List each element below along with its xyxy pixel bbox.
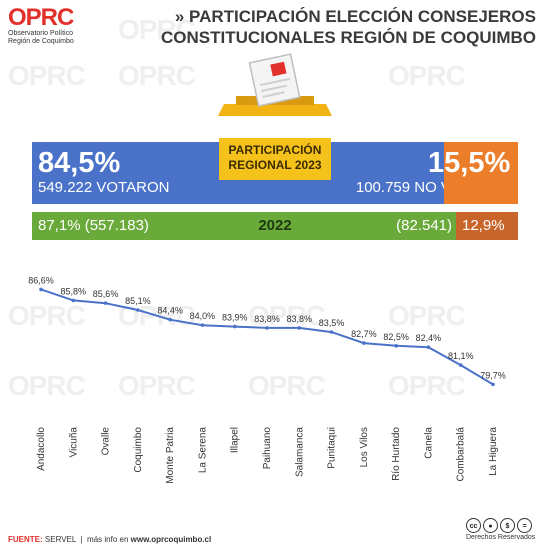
page-title-line1: » PARTICIPACIÓN ELECCIÓN CONSEJEROS — [174, 7, 536, 26]
category-label: Coquimbo — [133, 427, 144, 473]
data-point — [232, 324, 237, 329]
prev-not-voted-bar: 12,9% — [456, 212, 518, 240]
ballot-box-icon — [218, 53, 332, 116]
voted-percent: 84,5% — [38, 147, 121, 179]
cc-icon: cc — [466, 518, 481, 533]
summary-2022: 87,1% (557.183) (82.541) 12,9% 2022 — [32, 212, 518, 240]
category-label: Salamanca — [294, 427, 305, 477]
category-label: Monte Patria — [165, 427, 176, 484]
data-label: 82,7% — [351, 329, 377, 339]
prev-not-voted-percent: 12,9% — [462, 217, 505, 234]
category-label: La Higuera — [488, 427, 499, 476]
data-label: 85,6% — [93, 289, 119, 299]
logo-subtitle-line2: Región de Coquimbo — [8, 38, 74, 45]
category-label: Punitaqui — [327, 427, 338, 469]
not-voted-percent: 15,5% — [428, 147, 511, 179]
watermark: OPRC — [388, 60, 466, 91]
logo: OPRC Observatorio Político Región de Coq… — [8, 6, 118, 50]
data-label: 85,1% — [125, 296, 151, 306]
prev-voted-bar: 87,1% (557.183) (82.541) — [32, 212, 456, 240]
category-label: Illapel — [230, 427, 241, 453]
category-label: Vicuña — [68, 427, 79, 458]
footer: FUENTE: SERVEL | más info en www.oprcoqu… — [0, 530, 550, 550]
data-point — [39, 287, 43, 292]
data-point — [71, 298, 76, 303]
data-label: 86,6% — [28, 275, 54, 285]
prev-year-label: 2022 — [258, 217, 292, 234]
data-point — [329, 330, 334, 334]
license-badge: cc ● $ = Derechos Reservados — [466, 518, 538, 546]
logo-mark: OPRC — [8, 4, 74, 31]
footer-separator: | — [80, 535, 83, 544]
category-label: Los Vilos — [359, 427, 370, 467]
watermark: OPRC — [8, 60, 86, 91]
prev-not-voted-count: (82.541) — [396, 217, 452, 234]
data-label: 84,4% — [157, 306, 183, 316]
data-label: 82,5% — [383, 332, 409, 342]
category-label: Ovalle — [101, 427, 112, 456]
category-label: La Serena — [197, 427, 208, 474]
watermark: OPRC — [118, 60, 196, 91]
data-point — [491, 382, 495, 387]
category-label: Río Hurtado — [391, 427, 402, 481]
category-label: Combarbalá — [456, 427, 467, 482]
page-title-line2: CONSTITUCIONALES REGIÓN DE COQUIMBO — [161, 28, 536, 47]
data-label: 84,0% — [190, 311, 216, 321]
data-point — [458, 363, 463, 367]
rights-text: Derechos Reservados — [466, 534, 536, 541]
voted-count: 549.222 VOTARON — [38, 179, 170, 196]
nd-icon: = — [517, 518, 532, 533]
data-point — [394, 344, 398, 348]
page-title: » PARTICIPACIÓN ELECCIÓN CONSEJEROS CONS… — [136, 6, 536, 48]
data-point — [168, 317, 172, 322]
data-point — [265, 326, 269, 330]
data-label: 81,1% — [448, 351, 474, 361]
data-point — [103, 301, 108, 305]
data-point — [426, 345, 431, 349]
regional-label-line1: PARTICIPACIÓN — [228, 143, 322, 157]
participation-line-chart: 86,6% Andacollo 85,8% Vicuña 85,6% Ovalle 85,1… — [28, 275, 506, 484]
data-label: 79,7% — [480, 370, 506, 380]
more-info-label: más info en — [87, 535, 129, 544]
data-point — [200, 323, 205, 327]
data-label: 83,9% — [222, 313, 248, 323]
site-link[interactable]: www.oprcoquimbo.cl — [130, 535, 212, 544]
footer-source: FUENTE: SERVEL | más info en www.oprcoqu… — [8, 535, 211, 544]
data-label: 83,5% — [319, 318, 345, 328]
not-voted-bar: 15,5% — [428, 142, 518, 204]
source-value: SERVEL — [44, 535, 77, 544]
data-label: 85,8% — [61, 286, 87, 296]
logo-subtitle-line1: Observatorio Político — [8, 30, 73, 37]
by-icon: ● — [483, 518, 498, 533]
data-point — [136, 308, 140, 312]
data-point — [297, 326, 302, 330]
data-label: 83,8% — [254, 314, 280, 324]
data-label: 83,8% — [287, 314, 313, 324]
prev-voted-value: 87,1% (557.183) — [38, 217, 149, 234]
category-label: Andacollo — [36, 427, 47, 471]
source-label: FUENTE: — [8, 535, 43, 544]
category-label: Paihuano — [262, 427, 273, 470]
category-label: Canela — [423, 427, 434, 459]
regional-label-line2: REGIONAL 2023 — [228, 158, 322, 172]
data-point — [362, 341, 366, 345]
nc-icon: $ — [500, 518, 515, 533]
regional-participation-label: PARTICIPACIÓN REGIONAL 2023 — [219, 138, 331, 180]
data-label: 82,4% — [416, 333, 442, 343]
